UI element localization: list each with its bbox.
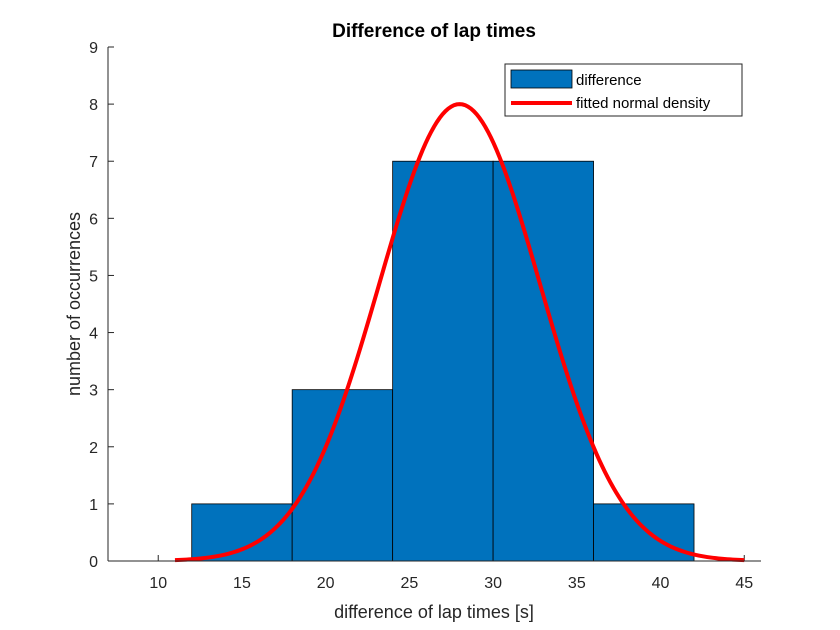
x-tick-label-15: 15	[233, 575, 251, 592]
x-tick-label-40: 40	[652, 575, 670, 592]
legend-label-fitted-normal-density: fitted normal density	[576, 95, 711, 112]
histogram-bar-0	[191, 503, 293, 562]
x-tick-label-10: 10	[149, 575, 167, 592]
y-tick-label-1: 1	[89, 497, 98, 514]
y-tick-label-0: 0	[89, 554, 98, 571]
fitted-normal-density-line	[174, 102, 745, 563]
y-tick-label-3: 3	[89, 383, 98, 400]
y-tick-label-6: 6	[89, 211, 98, 228]
legend-swatch-difference	[510, 69, 573, 89]
y-tick-label-7: 7	[89, 154, 98, 171]
y-tick-label-4: 4	[89, 326, 98, 343]
x-tick-label-25: 25	[400, 575, 418, 592]
histogram-bar-4	[593, 503, 695, 562]
y-tick-label-9: 9	[89, 40, 98, 57]
histogram-bar-2	[392, 160, 494, 562]
legend: difference fitted normal density	[504, 63, 743, 117]
x-tick-label-35: 35	[568, 575, 586, 592]
histogram-bar-3	[492, 160, 594, 562]
axes	[107, 47, 761, 562]
y-axis-label: number of occurrences	[64, 212, 84, 396]
x-tick-label-45: 45	[735, 575, 753, 592]
histogram-bar-1	[291, 389, 394, 562]
legend-label-difference: difference	[576, 72, 642, 89]
x-tick-label-20: 20	[317, 575, 335, 592]
y-tick-label-2: 2	[89, 440, 98, 457]
x-axis-label: difference of lap times [s]	[334, 602, 534, 622]
y-tick-label-5: 5	[89, 268, 98, 285]
chart-title: Difference of lap times	[332, 21, 536, 42]
x-tick-label-30: 30	[484, 575, 502, 592]
histogram-bars	[191, 160, 695, 562]
y-tick-label-8: 8	[89, 97, 98, 114]
